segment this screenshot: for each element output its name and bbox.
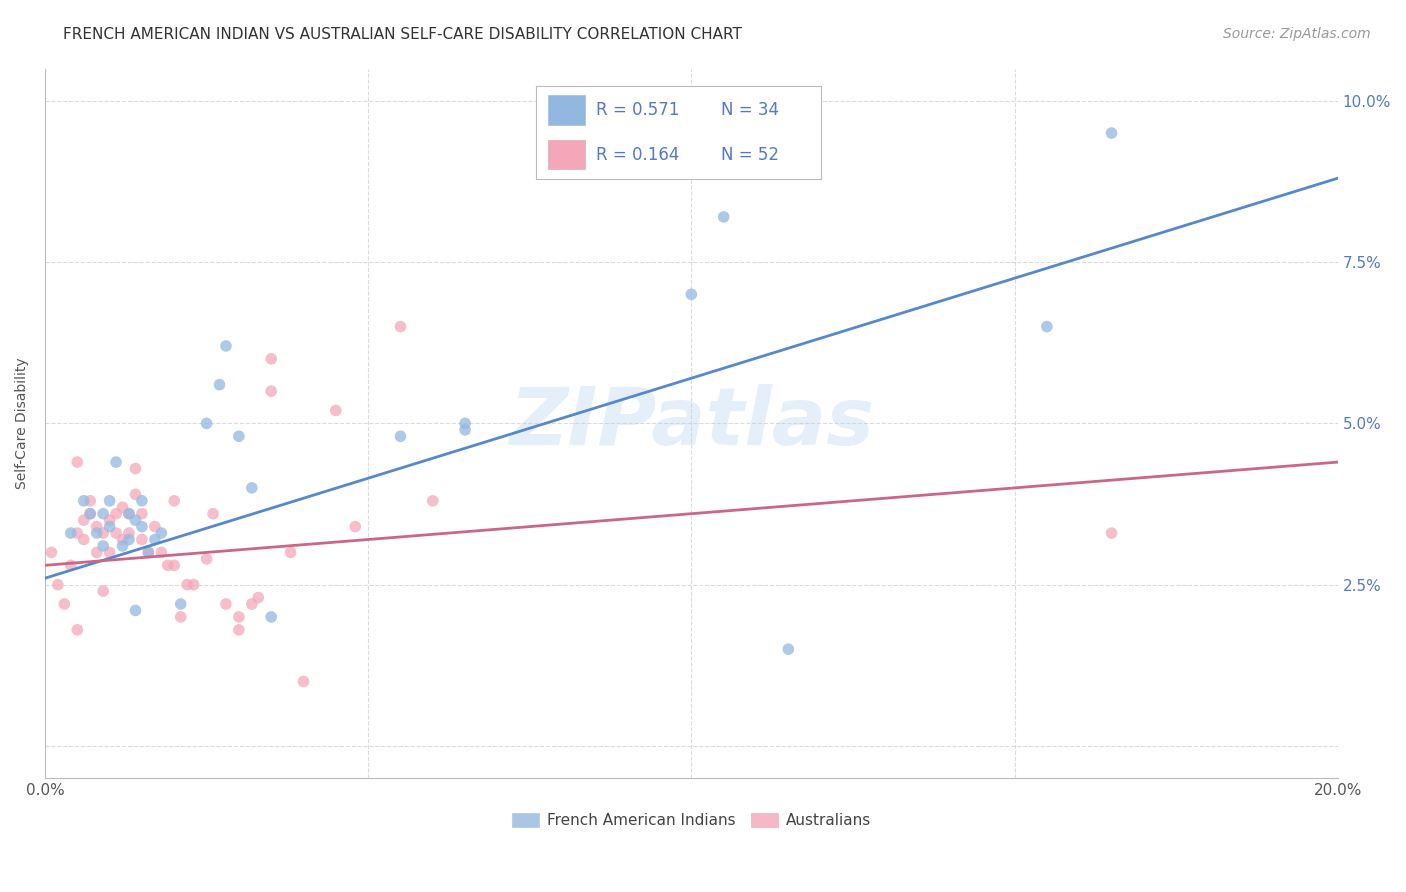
Point (79, 493, 101, 508)
Point (195, 552, 218, 566)
Point (150, 526, 173, 541)
Point (124, 513, 146, 527)
Point (389, 429, 412, 443)
Point (228, 623, 250, 637)
Point (202, 507, 225, 521)
Point (150, 545, 173, 559)
Point (1036, 319, 1059, 334)
Point (176, 577, 198, 591)
Point (163, 558, 186, 573)
Point (124, 461, 146, 475)
Point (41, 545, 63, 559)
Point (73, 493, 96, 508)
Text: ZIPatlas: ZIPatlas (509, 384, 875, 462)
Point (73, 533, 96, 547)
Point (681, 287, 703, 301)
Point (389, 319, 412, 334)
Point (98, 493, 121, 508)
Point (1101, 526, 1123, 541)
Point (215, 339, 238, 353)
Point (195, 417, 218, 431)
Point (260, 351, 283, 366)
Point (454, 423, 477, 437)
Point (138, 545, 160, 559)
Point (118, 507, 141, 521)
Point (105, 507, 128, 521)
Point (292, 674, 315, 689)
Point (86, 526, 108, 541)
Point (138, 545, 160, 559)
Point (422, 493, 444, 508)
Text: Source: ZipAtlas.com: Source: ZipAtlas.com (1223, 27, 1371, 41)
Point (131, 533, 153, 547)
Y-axis label: Self-Care Disability: Self-Care Disability (15, 358, 30, 489)
Legend: French American Indians, Australians: French American Indians, Australians (506, 807, 877, 834)
Point (163, 493, 186, 508)
Point (247, 591, 270, 605)
Point (170, 610, 193, 624)
Point (260, 384, 283, 398)
Point (260, 610, 283, 624)
Point (124, 487, 146, 501)
Point (98, 545, 121, 559)
Point (111, 539, 134, 553)
Point (98, 519, 121, 533)
Point (98, 513, 121, 527)
Point (66, 455, 89, 469)
Point (143, 533, 166, 547)
Point (118, 507, 141, 521)
Point (183, 577, 205, 591)
Point (131, 493, 153, 508)
Point (91, 507, 114, 521)
Point (91, 584, 114, 599)
Point (118, 533, 141, 547)
Point (240, 481, 263, 495)
Point (1101, 126, 1123, 140)
Point (73, 513, 96, 527)
Point (111, 533, 134, 547)
Point (228, 429, 250, 443)
Point (344, 519, 367, 533)
Point (46, 577, 69, 591)
Point (66, 526, 89, 541)
Point (170, 597, 193, 611)
Point (118, 526, 141, 541)
Point (454, 417, 477, 431)
Point (86, 519, 108, 533)
Point (240, 597, 263, 611)
Point (124, 603, 146, 617)
Point (215, 597, 238, 611)
Point (778, 642, 800, 657)
Point (280, 545, 302, 559)
Text: FRENCH AMERICAN INDIAN VS AUSTRALIAN SELF-CARE DISABILITY CORRELATION CHART: FRENCH AMERICAN INDIAN VS AUSTRALIAN SEL… (63, 27, 742, 42)
Point (143, 519, 166, 533)
Point (59, 526, 82, 541)
Point (86, 545, 108, 559)
Point (713, 210, 735, 224)
Point (156, 558, 179, 573)
Point (91, 526, 114, 541)
Point (79, 507, 101, 521)
Point (105, 455, 128, 469)
Point (53, 597, 76, 611)
Point (208, 377, 231, 392)
Point (325, 403, 347, 417)
Point (79, 507, 101, 521)
Point (228, 610, 250, 624)
Point (59, 558, 82, 573)
Point (131, 507, 153, 521)
Point (66, 623, 89, 637)
Point (105, 526, 128, 541)
Point (91, 539, 114, 553)
Point (131, 519, 153, 533)
Point (111, 500, 134, 515)
